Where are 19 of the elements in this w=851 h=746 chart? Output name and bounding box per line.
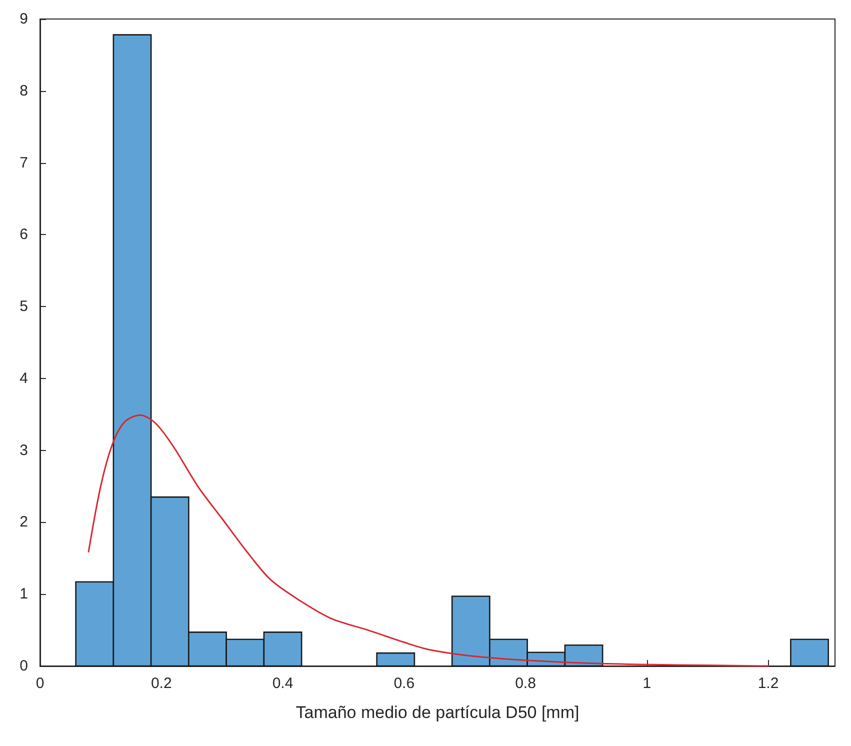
x-axis-title: Tamaño medio de partícula D50 [mm] (296, 703, 580, 722)
x-tick-label: 0 (36, 675, 44, 692)
x-tick-label: 0.4 (272, 675, 294, 692)
y-tick-label: 4 (20, 370, 28, 387)
x-tick-label: 0.6 (394, 675, 415, 692)
y-tick-label: 5 (20, 298, 28, 316)
x-tick-label: 0.2 (150, 675, 172, 692)
y-tick-label: 1 (20, 586, 28, 603)
y-tick-label: 7 (20, 154, 28, 172)
y-tick-label: 3 (20, 442, 28, 459)
y-tick-label: 6 (20, 226, 28, 244)
y-tick-label: 0 (20, 658, 28, 674)
y-tick-label: 8 (20, 82, 28, 100)
x-tick-label: 0.8 (515, 675, 536, 692)
line-series (88, 414, 769, 667)
x-tick-label: 1 (642, 675, 652, 692)
y-tick-label: 2 (20, 514, 28, 531)
x-tick-label: 1.2 (758, 675, 779, 692)
y-tick-label: 9 (20, 10, 28, 28)
